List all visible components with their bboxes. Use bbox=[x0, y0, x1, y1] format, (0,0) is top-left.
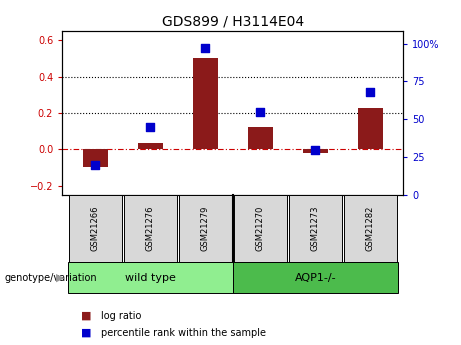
Text: ■: ■ bbox=[81, 311, 91, 321]
Bar bbox=[69, 195, 122, 262]
Text: AQP1-/-: AQP1-/- bbox=[295, 273, 336, 283]
Text: GSM21273: GSM21273 bbox=[311, 206, 320, 251]
Point bbox=[92, 162, 99, 167]
Text: GSM21282: GSM21282 bbox=[366, 206, 375, 251]
Text: GSM21279: GSM21279 bbox=[201, 206, 210, 251]
Point bbox=[147, 124, 154, 130]
Bar bbox=[358, 108, 383, 149]
Bar bbox=[179, 195, 232, 262]
Point bbox=[312, 147, 319, 152]
Text: genotype/variation: genotype/variation bbox=[5, 273, 97, 283]
Text: ▶: ▶ bbox=[56, 273, 65, 283]
Bar bbox=[303, 149, 328, 153]
Bar bbox=[193, 58, 218, 149]
Bar bbox=[248, 127, 273, 149]
Point bbox=[201, 46, 209, 51]
Point bbox=[257, 109, 264, 115]
Bar bbox=[124, 195, 177, 262]
Text: GSM21276: GSM21276 bbox=[146, 206, 155, 251]
Text: GSM21270: GSM21270 bbox=[256, 206, 265, 251]
Bar bbox=[83, 149, 107, 167]
Text: log ratio: log ratio bbox=[101, 311, 142, 321]
Point bbox=[366, 89, 374, 95]
Bar bbox=[138, 143, 163, 149]
Title: GDS899 / H3114E04: GDS899 / H3114E04 bbox=[162, 14, 304, 29]
Bar bbox=[68, 262, 233, 293]
Bar bbox=[234, 195, 287, 262]
Bar bbox=[233, 262, 398, 293]
Bar bbox=[344, 195, 397, 262]
Text: ■: ■ bbox=[81, 328, 91, 338]
Text: GSM21266: GSM21266 bbox=[91, 206, 100, 251]
Bar bbox=[289, 195, 342, 262]
Text: percentile rank within the sample: percentile rank within the sample bbox=[101, 328, 266, 338]
Text: wild type: wild type bbox=[125, 273, 176, 283]
